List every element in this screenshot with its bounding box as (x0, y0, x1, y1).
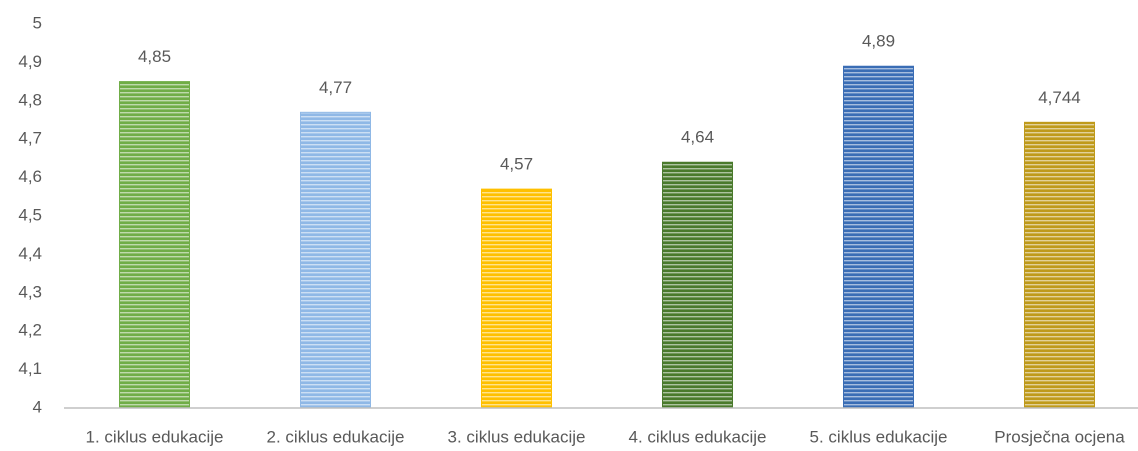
x-tick-label: 3. ciklus edukacije (448, 427, 586, 446)
data-label: 4,57 (500, 155, 533, 174)
data-label: 4,89 (862, 32, 895, 51)
x-tick-label: 5. ciklus edukacije (810, 427, 948, 446)
y-tick-label: 4,3 (18, 282, 42, 301)
x-tick-label: 4. ciklus edukacije (629, 427, 767, 446)
y-tick-label: 4,1 (18, 359, 42, 378)
x-tick-label: Prosječna ocjena (994, 427, 1125, 446)
data-label: 4,77 (319, 78, 352, 97)
bar (119, 81, 190, 409)
y-tick-label: 4 (33, 397, 42, 416)
data-label: 4,85 (138, 47, 171, 66)
y-tick-label: 4,6 (18, 167, 42, 186)
x-tick-label: 1. ciklus edukacije (86, 427, 224, 446)
data-label: 4,744 (1038, 88, 1081, 107)
y-tick-label: 4,2 (18, 321, 42, 340)
bar (481, 188, 552, 409)
bar (662, 161, 733, 409)
bar (300, 111, 371, 409)
data-label: 4,64 (681, 128, 714, 147)
bar (1024, 121, 1095, 409)
y-tick-label: 4,5 (18, 205, 42, 224)
y-tick-label: 4,9 (18, 52, 42, 71)
y-tick-label: 5 (33, 13, 42, 32)
y-tick-label: 4,4 (18, 244, 42, 263)
x-tick-label: 2. ciklus edukacije (267, 427, 405, 446)
y-tick-label: 4,8 (18, 90, 42, 109)
bar (843, 65, 914, 409)
y-tick-label: 4,7 (18, 129, 42, 148)
